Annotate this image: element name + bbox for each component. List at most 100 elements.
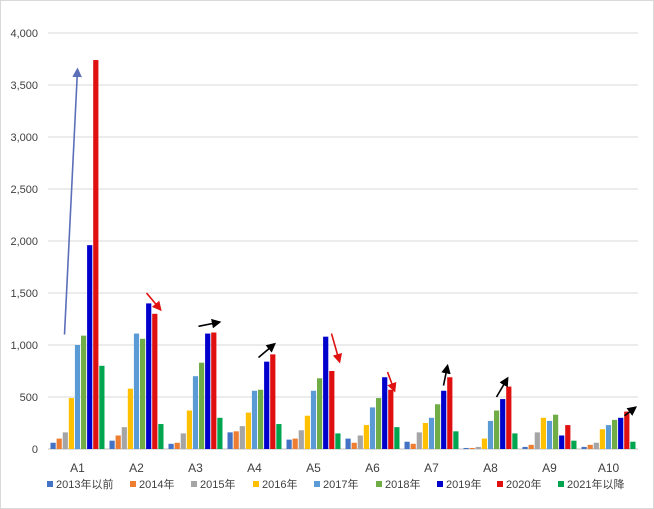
bar-A1-8 (99, 365, 105, 449)
bar-A8-3 (481, 438, 487, 449)
legend-swatch (376, 481, 382, 487)
bar-A5-8 (335, 433, 341, 449)
bar-A9-7 (565, 425, 571, 449)
bar-A3-7 (211, 332, 217, 449)
bar-A10-2 (593, 442, 599, 449)
bar-A2-2 (121, 427, 127, 449)
bar-A10-5 (612, 419, 618, 449)
y-axis: 0 500 1,000 1,500 2,000 2,500 3,000 3,500 4,000 (10, 28, 38, 456)
bar-A5-7 (329, 371, 335, 449)
x-tick-label: A7 (424, 461, 439, 475)
bar-A9-3 (540, 417, 546, 449)
legend-swatch (130, 481, 136, 487)
bar-A9-1 (528, 444, 534, 449)
bar-A4-5 (258, 389, 264, 449)
bar-A4-7 (270, 354, 276, 449)
x-tick-label: A6 (365, 461, 380, 475)
bar-A1-4 (74, 345, 81, 449)
legend: 2013年以前 2014年 2015年 2016年 2017年 2018年 2019年 202… (47, 477, 624, 491)
bar-A6-4 (369, 407, 376, 449)
annotation-arrow-A1 (63, 67, 82, 335)
x-tick-label: A8 (483, 461, 498, 475)
x-tick-label: A9 (542, 461, 557, 475)
legend-entry: 2017年 (323, 477, 358, 491)
bar-A7-3 (422, 423, 428, 449)
bar-A6-6 (382, 377, 388, 449)
bar-A5-1 (292, 438, 298, 449)
bar-A9-4 (546, 420, 553, 449)
legend-entry: 2018年 (385, 477, 420, 491)
bar-A8-8 (512, 433, 518, 449)
annotation-arrow-A6 (386, 371, 397, 393)
annotation-arrow-A8 (495, 376, 509, 398)
bar-A1-0 (50, 442, 56, 449)
x-tick-label: A4 (247, 461, 262, 475)
bar-A3-4 (192, 376, 199, 449)
y-tick-label: 2,000 (10, 236, 38, 248)
bar-A5-4 (310, 390, 317, 449)
bar-A8-5 (494, 410, 500, 449)
bar-A2-8 (158, 424, 164, 449)
x-tick-label: A10 (598, 461, 620, 475)
y-tick-label: 3,500 (10, 80, 38, 92)
annotation-arrow-A2 (145, 292, 162, 312)
bar-A2-4 (133, 333, 140, 449)
bar-A9-6 (559, 435, 565, 449)
bar-A4-3 (245, 412, 251, 449)
bar-A5-5 (317, 378, 323, 449)
bar-A6-2 (357, 435, 363, 449)
bar-A9-2 (534, 432, 540, 449)
bar-A6-0 (345, 438, 351, 449)
bar-A10-6 (618, 417, 624, 449)
bar-A9-5 (553, 414, 559, 449)
annotation-arrow-A10 (624, 406, 638, 417)
y-tick-label: 500 (20, 392, 38, 404)
x-tick-label: A5 (306, 461, 321, 475)
bar-A2-3 (127, 388, 133, 449)
bar-A7-4 (428, 417, 435, 449)
annotation-arrow-A4 (257, 342, 276, 359)
legend-swatch (437, 481, 443, 487)
bar-A1-3 (68, 398, 74, 449)
bar-A2-5 (140, 338, 146, 449)
bar-A5-6 (323, 336, 329, 449)
bar-A1-6 (87, 245, 93, 449)
bar-A3-6 (205, 333, 211, 449)
annotations (63, 67, 638, 417)
y-tick-label: 0 (32, 444, 38, 456)
bar-A9-0 (522, 446, 528, 449)
bar-A7-2 (416, 432, 422, 449)
bar-A8-6 (500, 399, 506, 449)
bar-A7-1 (410, 443, 416, 449)
legend-swatch (253, 481, 259, 487)
legend-swatch (497, 481, 503, 487)
annotation-arrow-A3 (198, 318, 222, 329)
bar-A1-1 (56, 438, 62, 449)
x-axis: A1 A2 A3 A4 A5 A6 A7 A8 A9 A10 (70, 461, 619, 475)
legend-entry: 2021年以降 (567, 477, 624, 491)
bar-A6-7 (388, 389, 394, 449)
legend-entry: 2014年 (139, 477, 174, 491)
bar-A6-5 (376, 398, 382, 449)
bar-A7-5 (435, 404, 441, 449)
bar-A2-6 (146, 303, 152, 449)
bar-A10-7 (624, 411, 630, 449)
legend-entry: 2013年以前 (56, 477, 113, 491)
bar-A10-8 (630, 441, 636, 449)
annotation-arrow-A7 (441, 363, 451, 386)
bar-A8-4 (487, 420, 494, 449)
legend-entry: 2019年 (446, 477, 481, 491)
bar-A4-1 (233, 431, 239, 449)
legend-entry: 2015年 (200, 477, 235, 491)
bar-A3-2 (180, 433, 186, 449)
legend-entry: 2020年 (506, 477, 541, 491)
legend-swatch (47, 481, 53, 487)
annotation-arrow-A5 (330, 333, 343, 364)
bar-A6-1 (351, 442, 357, 449)
bar-A4-6 (264, 361, 270, 449)
bar-A10-0 (581, 446, 587, 449)
legend-swatch (314, 481, 320, 487)
bar-A6-8 (394, 427, 400, 449)
bar-A5-3 (304, 415, 310, 449)
